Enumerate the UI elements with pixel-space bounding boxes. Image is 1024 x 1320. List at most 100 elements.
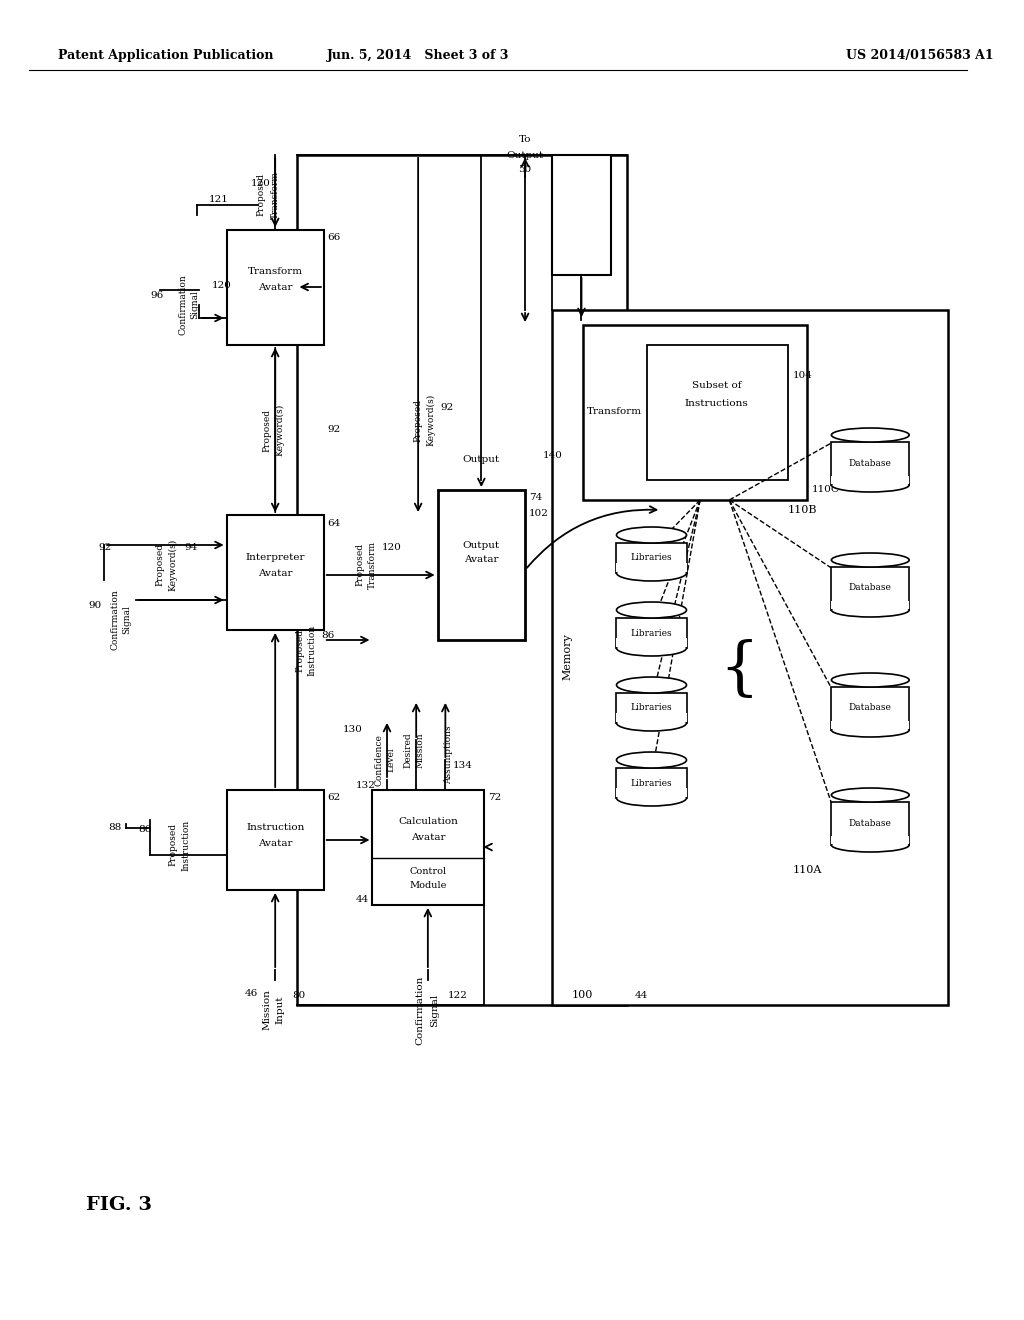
Text: Interpreter: Interpreter bbox=[246, 553, 305, 561]
Text: Avatar: Avatar bbox=[258, 284, 293, 293]
Bar bbox=[226, 789, 324, 890]
Bar bbox=[616, 768, 686, 799]
Text: Proposed: Proposed bbox=[169, 824, 177, 866]
Text: Avatar: Avatar bbox=[464, 556, 499, 565]
Ellipse shape bbox=[831, 603, 909, 616]
Bar bbox=[616, 638, 686, 647]
Text: 120: 120 bbox=[251, 178, 270, 187]
Text: Confirmation: Confirmation bbox=[178, 275, 187, 335]
Text: 121: 121 bbox=[209, 195, 229, 205]
Text: Instruction: Instruction bbox=[181, 820, 190, 871]
Text: 74: 74 bbox=[529, 494, 543, 503]
Text: 90: 90 bbox=[89, 601, 102, 610]
Text: Avatar: Avatar bbox=[411, 833, 445, 842]
Text: 134: 134 bbox=[454, 760, 473, 770]
Ellipse shape bbox=[831, 553, 909, 568]
Text: 92: 92 bbox=[98, 544, 112, 553]
Text: Mission: Mission bbox=[416, 733, 425, 768]
Bar bbox=[616, 564, 686, 572]
Text: Database: Database bbox=[849, 818, 892, 828]
Text: 102: 102 bbox=[529, 510, 549, 519]
Text: Libraries: Libraries bbox=[631, 628, 673, 638]
Ellipse shape bbox=[831, 723, 909, 737]
Ellipse shape bbox=[831, 788, 909, 803]
Bar bbox=[297, 154, 627, 1005]
Text: Output: Output bbox=[507, 150, 544, 160]
Bar bbox=[437, 490, 525, 640]
Text: 132: 132 bbox=[355, 780, 376, 789]
Text: Level: Level bbox=[386, 747, 395, 772]
Text: To: To bbox=[519, 136, 531, 144]
Bar bbox=[616, 543, 686, 573]
Bar bbox=[831, 568, 909, 610]
Text: Database: Database bbox=[849, 704, 892, 713]
Bar bbox=[616, 713, 686, 722]
Text: 66: 66 bbox=[328, 234, 341, 243]
Bar bbox=[616, 618, 686, 648]
Ellipse shape bbox=[831, 673, 909, 686]
Text: Transform: Transform bbox=[270, 172, 280, 219]
Text: Database: Database bbox=[849, 583, 892, 593]
Text: Proposed: Proposed bbox=[355, 544, 365, 586]
Bar bbox=[552, 310, 948, 1005]
Text: Proposed: Proposed bbox=[295, 628, 304, 672]
Bar bbox=[831, 686, 909, 730]
Text: Transform: Transform bbox=[248, 268, 303, 276]
Text: Output: Output bbox=[463, 455, 500, 465]
Ellipse shape bbox=[616, 715, 686, 731]
Text: Keyword(s): Keyword(s) bbox=[426, 393, 435, 446]
Text: 110C: 110C bbox=[812, 486, 840, 495]
Text: Mission: Mission bbox=[263, 990, 272, 1031]
Text: 46: 46 bbox=[245, 989, 258, 998]
Text: Libraries: Libraries bbox=[631, 779, 673, 788]
Bar bbox=[552, 154, 610, 275]
Text: 64: 64 bbox=[328, 519, 341, 528]
Bar bbox=[584, 325, 807, 500]
Bar bbox=[226, 515, 324, 630]
Text: Patent Application Publication: Patent Application Publication bbox=[58, 49, 273, 62]
Text: Confirmation: Confirmation bbox=[111, 590, 119, 651]
Bar bbox=[646, 345, 787, 480]
Text: Jun. 5, 2014   Sheet 3 of 3: Jun. 5, 2014 Sheet 3 of 3 bbox=[327, 49, 509, 62]
Text: 96: 96 bbox=[151, 290, 164, 300]
Text: 44: 44 bbox=[635, 990, 648, 999]
Ellipse shape bbox=[616, 640, 686, 656]
Text: Keyword(s): Keyword(s) bbox=[275, 404, 285, 457]
Bar bbox=[616, 693, 686, 723]
Text: Avatar: Avatar bbox=[258, 840, 293, 849]
Text: 130: 130 bbox=[343, 726, 362, 734]
Text: 94: 94 bbox=[184, 544, 198, 553]
Text: Libraries: Libraries bbox=[631, 553, 673, 562]
Text: 62: 62 bbox=[328, 793, 341, 803]
Text: Libraries: Libraries bbox=[631, 704, 673, 713]
Text: Signal: Signal bbox=[122, 606, 131, 635]
Text: FIG. 3: FIG. 3 bbox=[86, 1196, 152, 1214]
Text: 88: 88 bbox=[109, 822, 122, 832]
Text: Instructions: Instructions bbox=[685, 399, 749, 408]
Bar bbox=[226, 230, 324, 345]
Text: 140: 140 bbox=[543, 450, 562, 459]
Text: Input: Input bbox=[275, 995, 285, 1024]
Text: Calculation: Calculation bbox=[398, 817, 458, 826]
Text: 72: 72 bbox=[488, 793, 502, 803]
Text: Memory: Memory bbox=[563, 634, 572, 680]
Bar bbox=[831, 803, 909, 845]
Text: 104: 104 bbox=[793, 371, 812, 380]
Text: Assumptions: Assumptions bbox=[443, 726, 453, 784]
Text: 92: 92 bbox=[440, 404, 454, 412]
Text: 120: 120 bbox=[212, 281, 231, 289]
Text: US 2014/0156583 A1: US 2014/0156583 A1 bbox=[846, 49, 993, 62]
Text: 100: 100 bbox=[571, 990, 593, 1001]
Bar bbox=[616, 788, 686, 797]
Text: Proposed: Proposed bbox=[256, 173, 265, 216]
Ellipse shape bbox=[831, 478, 909, 492]
Bar bbox=[831, 477, 909, 484]
Text: Confirmation: Confirmation bbox=[416, 975, 425, 1044]
Text: Desired: Desired bbox=[403, 733, 413, 768]
Text: Signal: Signal bbox=[430, 994, 439, 1027]
Text: 110B: 110B bbox=[787, 506, 817, 515]
Ellipse shape bbox=[616, 752, 686, 768]
Text: Avatar: Avatar bbox=[258, 569, 293, 578]
Text: Output: Output bbox=[463, 540, 500, 549]
Ellipse shape bbox=[616, 677, 686, 693]
